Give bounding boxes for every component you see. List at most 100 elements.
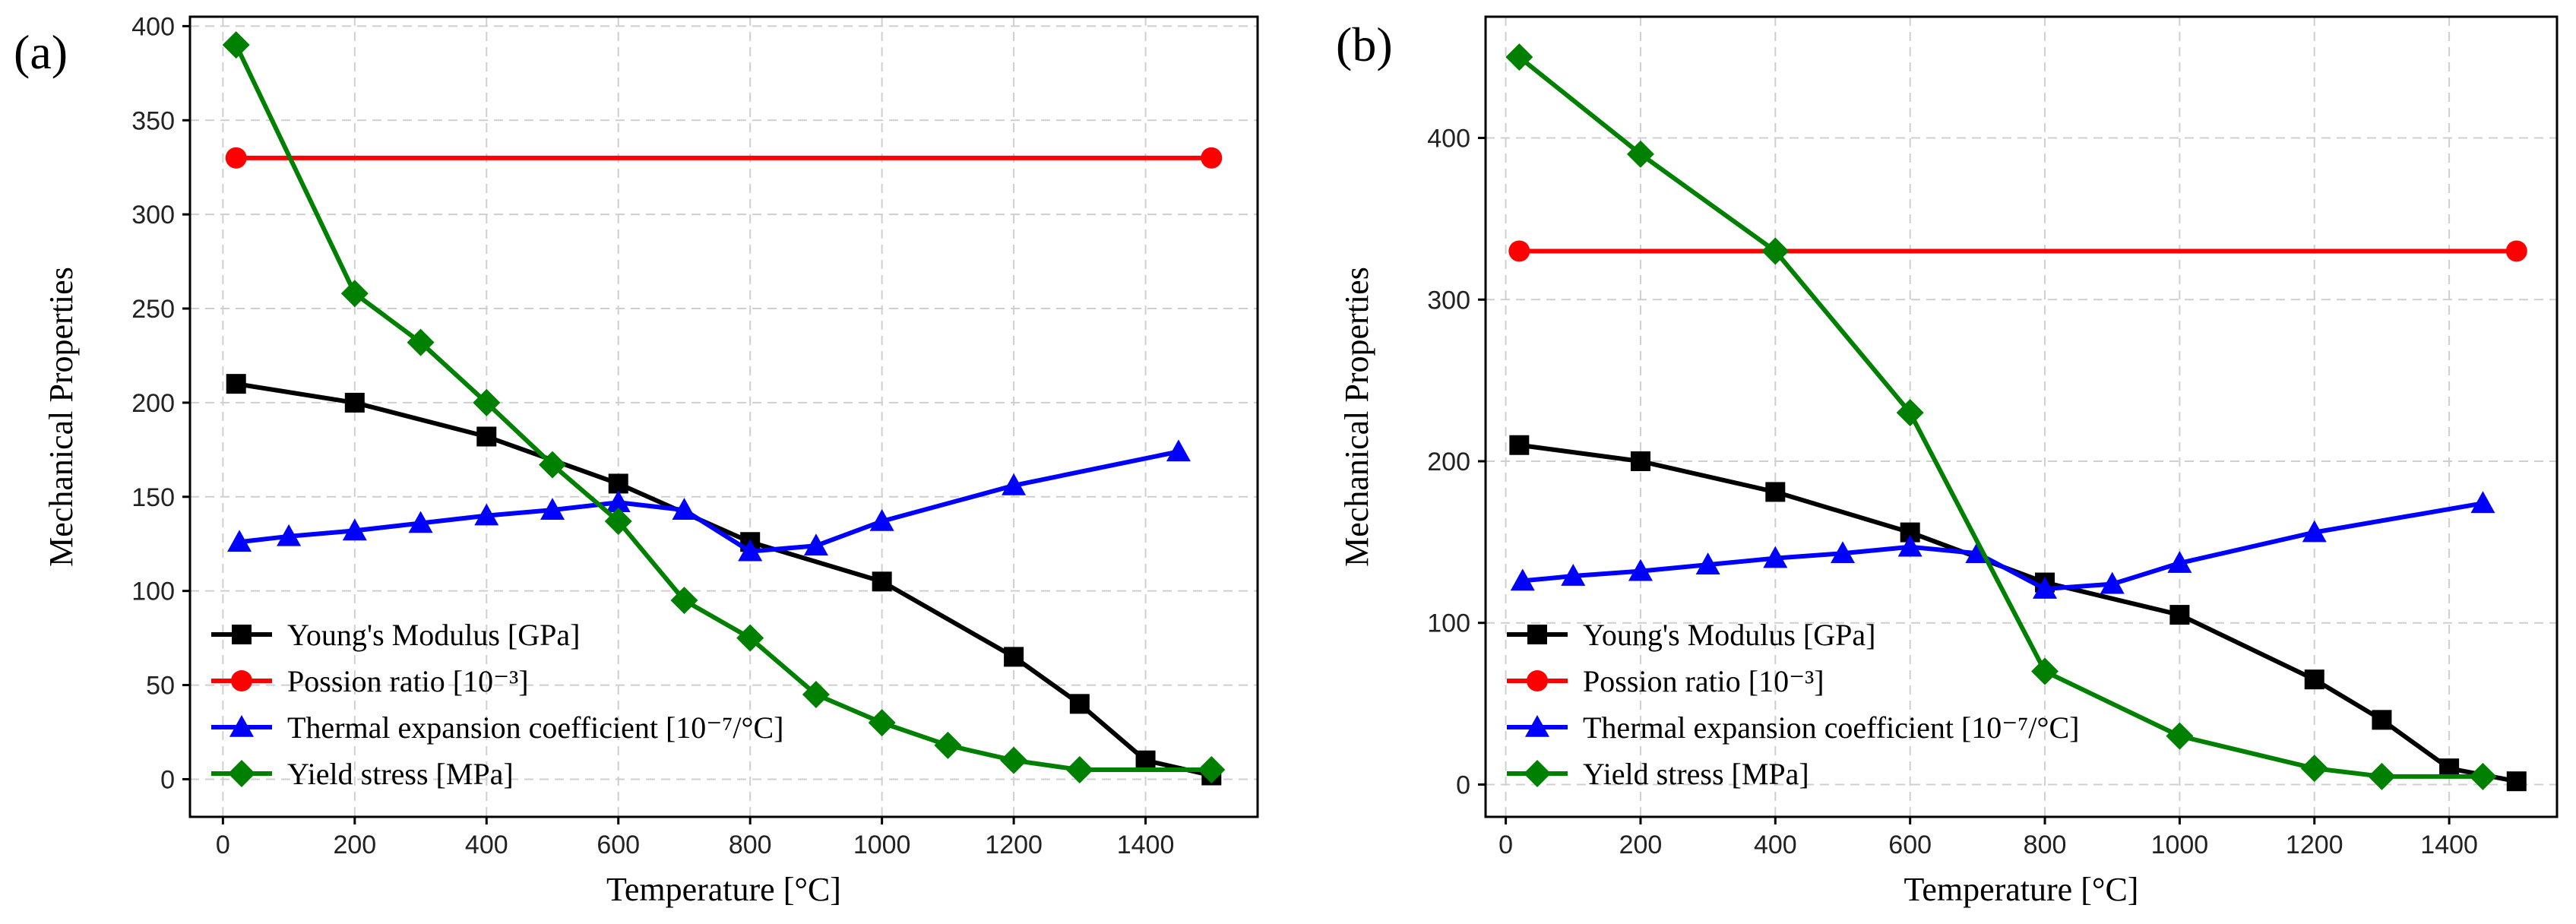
legend-label: Possion ratio [10⁻³] [287, 664, 529, 698]
legend-label: Thermal expansion coefficient [10⁻⁷/°C] [1583, 710, 2079, 745]
data-point [407, 328, 435, 356]
legend-marker [228, 760, 255, 787]
y-axis-title: Mechanical Properties [43, 267, 80, 567]
panel-label: (b) [1336, 17, 1393, 71]
y-tick-label: 300 [1427, 286, 1470, 315]
y-tick-label: 300 [131, 201, 175, 229]
data-point [1763, 546, 1788, 568]
data-point [277, 524, 302, 546]
x-tick-label: 0 [1498, 831, 1513, 859]
legend-item-thermal-expansion-coefficient-10-c: Thermal expansion coefficient [10⁻⁷/°C] [211, 710, 783, 745]
legend-item-thermal-expansion-coefficient-10-c: Thermal expansion coefficient [10⁻⁷/°C] [1507, 710, 2079, 745]
data-point [736, 624, 764, 652]
x-tick-label: 0 [216, 831, 230, 859]
legend-item-yield-stress-mpa: Yield stress [MPa] [1507, 757, 1809, 791]
data-point [2469, 762, 2497, 790]
y-axis-title: Mechanical Properties [1338, 267, 1375, 567]
data-point [803, 533, 828, 556]
data-point [869, 509, 894, 531]
data-point [2169, 605, 2190, 625]
series-young-s-modulus-gpa [226, 374, 1222, 786]
x-tick-label: 1200 [985, 831, 1043, 859]
y-tick-label: 400 [131, 12, 175, 41]
data-point [1002, 473, 1027, 495]
data-point [1561, 564, 1586, 586]
y-tick-label: 0 [160, 765, 175, 794]
series-yield-stress-mpa [1505, 43, 2497, 790]
data-point [540, 498, 565, 520]
x-tick-label: 400 [1754, 831, 1797, 859]
legend: Young's Modulus [GPa] Possion ratio [10⁻³… [211, 618, 783, 791]
series-line [1518, 442, 2517, 784]
x-tick-label: 800 [2024, 831, 2067, 859]
chart-panel-a: 0 200 400 600 800 1000 1200 1400 0 50 100 150 200 250… [14, 12, 1259, 908]
data-point [608, 473, 628, 494]
data-point [2166, 722, 2194, 750]
data-point [408, 511, 433, 533]
y-tick-label: 200 [1427, 448, 1470, 476]
series-possion-ratio-10 [1508, 240, 2527, 262]
data-point [2470, 491, 2495, 514]
series-young-s-modulus-gpa [1509, 435, 2527, 792]
data-point [1201, 147, 1223, 169]
data-point [1630, 451, 1650, 471]
data-point [2505, 240, 2527, 262]
x-tick-label: 400 [465, 831, 508, 859]
data-point [2506, 771, 2527, 792]
data-point [226, 374, 246, 394]
legend-label: Yield stress [MPa] [287, 757, 514, 791]
legend-item-possion-ratio-10: Possion ratio [10⁻³] [211, 664, 529, 698]
legend-marker [1524, 760, 1551, 787]
legend-label: Possion ratio [10⁻³] [1583, 664, 1824, 698]
data-point [1135, 750, 1156, 771]
data-point [1897, 534, 1923, 557]
data-point [1004, 647, 1024, 667]
data-point [1508, 240, 1530, 262]
data-point [2304, 669, 2324, 690]
plot-frame [188, 15, 1259, 818]
legend-item-young-s-modulus-gpa: Young's Modulus [GPa] [211, 618, 580, 652]
data-point [1000, 746, 1028, 774]
data-point [2368, 762, 2396, 790]
data-point [2300, 755, 2328, 783]
x-axis-title: Temperature [°C] [1904, 871, 2139, 908]
legend-marker [232, 625, 252, 644]
x-tick-label: 600 [597, 831, 640, 859]
data-point [1628, 559, 1653, 581]
data-point [670, 587, 698, 615]
legend-marker [231, 670, 252, 691]
data-point [227, 530, 252, 552]
x-tick-label: 1400 [2420, 831, 2478, 859]
data-point [934, 731, 962, 759]
data-point [344, 392, 365, 413]
legend-label: Young's Modulus [GPa] [287, 618, 580, 652]
y-tick-label: 250 [131, 295, 175, 324]
x-tick-label: 1400 [1117, 831, 1175, 859]
data-point [2033, 577, 2058, 599]
data-point [1831, 541, 1855, 564]
data-point [1166, 439, 1191, 462]
data-point [672, 498, 697, 520]
data-point [1761, 237, 1790, 265]
data-point [1896, 399, 1924, 427]
y-tick-label: 100 [1427, 609, 1470, 638]
data-point [539, 451, 567, 479]
data-point [604, 508, 632, 536]
data-point [1695, 552, 1720, 574]
data-point [1065, 756, 1093, 784]
x-tick-label: 200 [333, 831, 376, 859]
data-point [342, 518, 367, 541]
series-thermal-expansion-coefficient-10-c [227, 439, 1191, 562]
plot-frame [1484, 15, 2559, 818]
legend-item-possion-ratio-10: Possion ratio [10⁻³] [1507, 664, 1824, 698]
legend-marker [229, 715, 254, 737]
legend-marker [1525, 715, 1549, 737]
legend-item-young-s-modulus-gpa: Young's Modulus [GPa] [1507, 618, 1875, 652]
data-point [2302, 520, 2327, 543]
legend-label: Thermal expansion coefficient [10⁻⁷/°C] [287, 710, 783, 745]
legend-marker [1527, 670, 1548, 691]
data-point [606, 490, 631, 513]
x-axis-title: Temperature [°C] [606, 871, 841, 908]
data-point [1510, 568, 1535, 591]
